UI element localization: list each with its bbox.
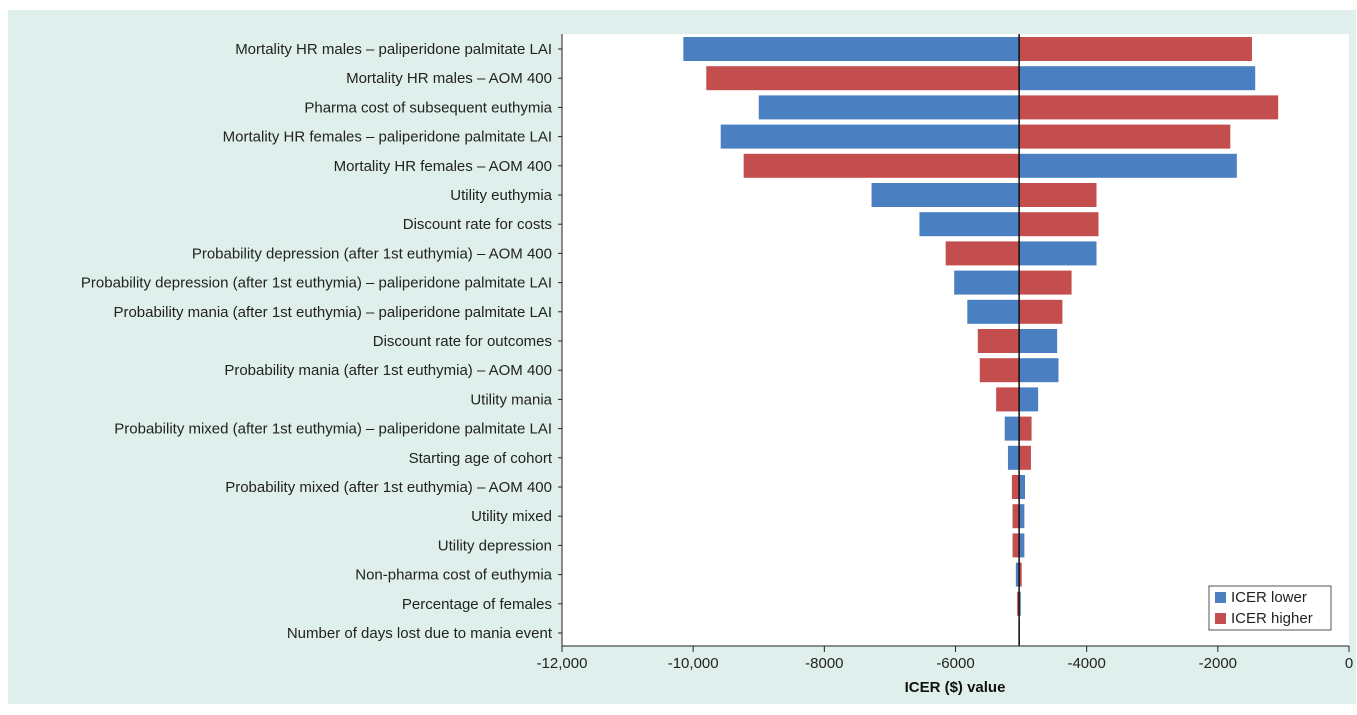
legend-label-higher: ICER higher <box>1231 610 1313 627</box>
bar-right-11 <box>1019 329 1058 353</box>
bar-left-19 <box>1015 562 1020 587</box>
bar-left-16 <box>1011 475 1020 499</box>
category-label-15: Starting age of cohort <box>409 450 553 467</box>
legend-label-lower: ICER lower <box>1231 589 1307 606</box>
category-label-20: Percentage of females <box>402 596 552 613</box>
category-label-9: Probability depression (after 1st euthym… <box>81 275 552 292</box>
bar-left-20 <box>1017 591 1020 616</box>
bar-left-11 <box>977 329 1020 353</box>
bar-right-20 <box>1019 591 1021 616</box>
category-label-10: Probability mania (after 1st euthymia) –… <box>113 304 552 321</box>
bar-left-15 <box>1007 445 1020 470</box>
bar-right-8 <box>1019 241 1097 266</box>
bar-left-6 <box>871 183 1020 207</box>
bar-right-3 <box>1019 95 1279 120</box>
category-label-21: Number of days lost due to mania event <box>287 625 553 642</box>
category-label-6: Utility euthymia <box>450 187 552 204</box>
bar-right-17 <box>1019 504 1025 529</box>
bar-left-8 <box>945 241 1020 266</box>
bar-left-10 <box>967 299 1020 324</box>
bar-left-12 <box>979 358 1020 383</box>
category-label-14: Probability mixed (after 1st euthymia) –… <box>114 421 552 438</box>
bar-left-1 <box>683 37 1020 61</box>
bar-right-16 <box>1019 475 1026 499</box>
bar-right-7 <box>1019 212 1099 237</box>
category-label-12: Probability mania (after 1st euthymia) –… <box>224 362 552 379</box>
bar-left-13 <box>996 387 1020 412</box>
bar-right-12 <box>1019 358 1059 383</box>
x-tick-label-5: -4000 <box>1067 655 1105 672</box>
bar-right-4 <box>1019 124 1231 149</box>
x-axis-title: ICER ($) value <box>905 679 1006 696</box>
category-label-18: Utility depression <box>438 537 552 554</box>
category-labels: Mortality HR males – paliperidone palmit… <box>81 41 553 642</box>
bar-right-10 <box>1019 299 1063 324</box>
legend-box <box>1208 585 1332 631</box>
category-label-3: Pharma cost of subsequent euthymia <box>304 99 552 116</box>
x-tick-label-7: 0 <box>1345 655 1353 672</box>
bars-group <box>558 37 1279 645</box>
tornado-chart: Mortality HR males – paliperidone palmit… <box>81 34 1353 696</box>
bar-right-1 <box>1019 37 1252 61</box>
category-label-16: Probability mixed (after 1st euthymia) –… <box>225 479 552 496</box>
x-tick-label-3: -8000 <box>805 655 843 672</box>
category-label-7: Discount rate for costs <box>403 216 552 233</box>
bar-left-3 <box>758 95 1020 120</box>
bar-left-14 <box>1004 416 1020 441</box>
x-tick-label-2: -10,000 <box>668 655 719 672</box>
category-label-19: Non-pharma cost of euthymia <box>355 567 552 584</box>
bar-left-18 <box>1012 533 1020 558</box>
x-tick-label-4: -6000 <box>936 655 974 672</box>
category-label-1: Mortality HR males – paliperidone palmit… <box>235 41 552 58</box>
bar-left-2 <box>706 66 1020 91</box>
category-label-2: Mortality HR males – AOM 400 <box>346 70 552 87</box>
bar-right-18 <box>1019 533 1025 558</box>
bar-right-9 <box>1019 270 1072 295</box>
x-tick-label-6: -2000 <box>1199 655 1237 672</box>
bar-left-7 <box>919 212 1020 237</box>
bar-left-17 <box>1012 504 1020 529</box>
tornado-chart-figure: Mortality HR males – paliperidone palmit… <box>8 10 1356 704</box>
legend-swatch-lower <box>1215 592 1226 603</box>
category-label-5: Mortality HR females – AOM 400 <box>334 158 552 175</box>
bar-right-13 <box>1019 387 1039 412</box>
bar-left-4 <box>720 124 1020 149</box>
category-label-8: Probability depression (after 1st euthym… <box>192 245 552 262</box>
x-tick-label-1: -12,000 <box>537 655 588 672</box>
category-label-17: Utility mixed <box>471 508 552 525</box>
bar-right-19 <box>1019 562 1022 587</box>
x-axis-ticks: -12,000 -10,000 -8000 -6000 -4000 -2000 0 <box>537 646 1353 672</box>
category-label-13: Utility mania <box>470 391 552 408</box>
legend: ICER lower ICER higher <box>1208 585 1332 631</box>
bar-left-5 <box>743 153 1020 178</box>
bar-right-15 <box>1019 445 1031 470</box>
category-label-4: Mortality HR females – paliperidone palm… <box>223 129 552 146</box>
bar-right-14 <box>1019 416 1032 441</box>
bar-right-6 <box>1019 183 1097 207</box>
legend-swatch-higher <box>1215 613 1226 624</box>
bar-left-9 <box>954 270 1020 295</box>
bar-right-2 <box>1019 66 1256 91</box>
bar-right-5 <box>1019 153 1237 178</box>
category-label-11: Discount rate for outcomes <box>373 333 552 350</box>
